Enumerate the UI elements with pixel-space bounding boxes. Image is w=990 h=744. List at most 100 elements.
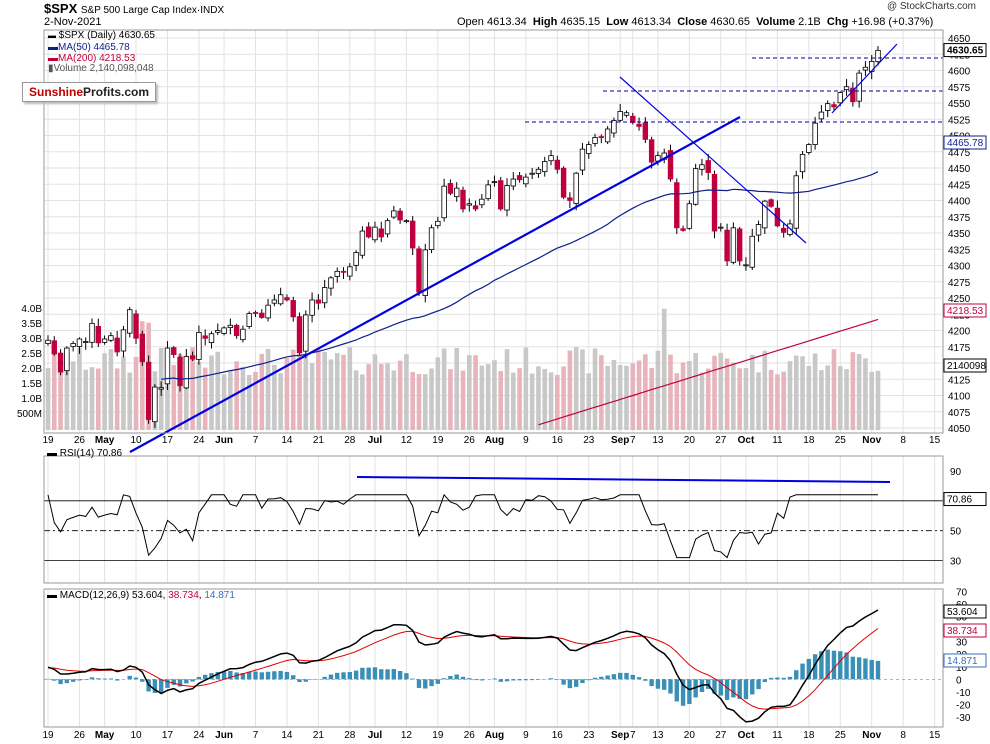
volume-bar [385, 363, 390, 430]
macd-hist-bar [479, 679, 485, 681]
price-tick-label: 4100 [948, 392, 971, 403]
macd-hist-bar [177, 679, 183, 687]
candle-body [233, 324, 240, 337]
macd-hist-bar [397, 670, 403, 680]
price-tick-label: 4575 [948, 83, 971, 94]
candle-body [479, 198, 485, 206]
rsi-label: ▬ RSI(14) 70.86 [47, 448, 123, 459]
candle-body [793, 175, 799, 229]
candle-body [259, 312, 265, 318]
price-tick-label: 4600 [948, 67, 971, 78]
volume-bar [96, 368, 101, 430]
x-tick-label: 21 [313, 435, 325, 446]
price-tick-label: 4475 [948, 148, 971, 159]
x-tick-label: 8 [900, 435, 906, 446]
candle-body [806, 144, 812, 153]
ma200-line [538, 318, 879, 426]
candle-body [454, 187, 460, 198]
macd-hist-bar [636, 677, 642, 680]
macd-hist-bar [492, 678, 497, 680]
macd-hist-bar [630, 674, 635, 680]
volume-bar [429, 368, 434, 430]
volume-bar [422, 374, 428, 430]
macd-hist-bar [353, 670, 359, 680]
macd-hist-tag: 14.871 [947, 656, 978, 667]
macd-hist-bar [511, 679, 516, 681]
macd-tick-label: 10 [956, 663, 968, 674]
macd-hist-bar [152, 679, 158, 693]
volume-bar [592, 348, 598, 430]
x-tick-label: 14 [281, 730, 293, 741]
candle-body [177, 356, 183, 387]
macd-hist-bar [517, 679, 522, 681]
candle-body [152, 386, 158, 423]
candle-body [309, 299, 315, 316]
volume-bar [221, 374, 227, 430]
volume-bar [668, 354, 673, 430]
macd-hist-bar [441, 678, 447, 680]
volume-bar [831, 349, 837, 430]
candle-body [409, 220, 416, 249]
volume-bar [485, 364, 491, 430]
macd-hist-bar [272, 671, 277, 680]
x-tick-label: 26 [464, 730, 476, 741]
volume-bar [215, 351, 221, 430]
macd-hist-bar [668, 679, 673, 694]
legend-volume: ▮Volume 2,140,098,048 [48, 63, 154, 74]
macd-hist-bar [448, 676, 453, 680]
x-tick-label: 23 [583, 730, 595, 741]
price-tick-label: 4125 [948, 375, 971, 386]
volume-bar [416, 374, 422, 430]
macd-signal-tag-box [943, 623, 987, 638]
volume-tick-label: 4.0B [21, 304, 42, 315]
macd-hist-bar [64, 679, 70, 684]
candle-body [768, 199, 774, 207]
volume-bar [661, 308, 667, 430]
rsi-line [47, 493, 878, 559]
macd-hist-bar [611, 674, 617, 680]
macd-hist-bar [869, 659, 874, 680]
candle-body [856, 72, 862, 102]
x-tick-label: 23 [583, 435, 595, 446]
volume-bar [83, 369, 89, 430]
last-price-tag: 4630.65 [947, 46, 984, 57]
volume-bar [316, 349, 321, 430]
price-tick-label: 4350 [948, 229, 971, 240]
volume-bar [51, 350, 57, 430]
x-tick-label: Jun [215, 435, 233, 446]
macd-hist-bar [165, 679, 170, 688]
candle-body [422, 249, 428, 296]
price-tick-label: 4250 [948, 294, 971, 305]
candle-body [491, 181, 498, 184]
x-tick-label: 12 [401, 730, 413, 741]
volume-bar [605, 365, 610, 430]
volume-bar [511, 372, 516, 430]
volume-bar [812, 353, 818, 430]
volume-bar [184, 364, 189, 430]
overlay-lines [129, 43, 943, 453]
macd-tick-label: -30 [956, 713, 971, 724]
volume-bar [705, 368, 711, 430]
macd-hist-bar [423, 679, 428, 689]
volume-bar [259, 353, 265, 430]
volume-bar [45, 368, 51, 430]
price-tick-label: 4400 [948, 197, 971, 208]
macd-hist-bar [404, 673, 409, 680]
candle-body [447, 183, 454, 194]
panel-frame [43, 588, 944, 728]
volume-bar [586, 373, 592, 430]
volume-bar [781, 371, 786, 430]
x-tick-label: Nov [862, 435, 881, 446]
volume-bar [265, 348, 271, 430]
x-tick-label: 26 [464, 435, 476, 446]
price-tick-label: 4650 [948, 34, 971, 45]
volume-bar [347, 347, 353, 430]
copyright: @ StockCharts.com [886, 1, 976, 12]
volume-tag: 2140098 [947, 361, 986, 372]
sunshine-profits-logo: SunshineProfits.com [22, 82, 157, 102]
x-tick-label: 27 [715, 730, 727, 741]
volume-bar [800, 356, 805, 430]
volume-bar [542, 368, 548, 430]
candle-body [598, 136, 605, 138]
volume-bar [165, 357, 170, 430]
